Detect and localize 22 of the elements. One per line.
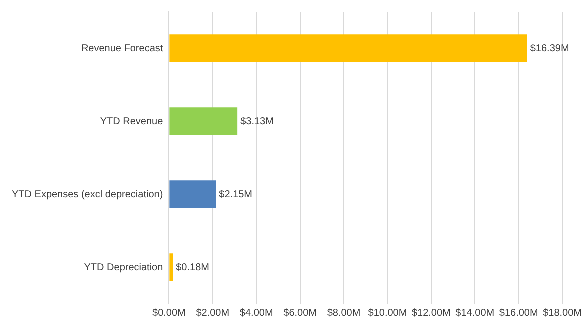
bar [170, 180, 216, 208]
data-label: $3.13M [240, 116, 274, 128]
x-tick-label: $10.00M [368, 308, 408, 319]
y-tick-label: YTD Depreciation [84, 262, 164, 274]
data-label: $2.15M [219, 189, 253, 200]
x-tick-label: $16.00M [499, 308, 538, 319]
y-tick-label: YTD Revenue [100, 116, 164, 128]
data-label: $0.18M [176, 262, 210, 274]
x-tick-label: $8.00M [327, 308, 361, 319]
bar [170, 108, 238, 136]
x-tick-label: $2.00M [196, 308, 230, 319]
bar [170, 254, 174, 282]
x-tick-label: $18.00M [543, 308, 582, 319]
y-tick-label: Revenue Forecast [81, 43, 164, 54]
x-tick-label: $4.00M [240, 308, 274, 319]
data-label: $16.39M [530, 43, 570, 54]
y-tick-label: YTD Expenses (excl depreciation) [12, 189, 164, 200]
x-tick-label: $0.00M [152, 308, 186, 319]
x-tick-label: $12.00M [412, 308, 451, 319]
x-tick-label: $14.00M [456, 308, 495, 319]
bar [170, 34, 528, 62]
x-tick-label: $6.00M [284, 308, 317, 319]
